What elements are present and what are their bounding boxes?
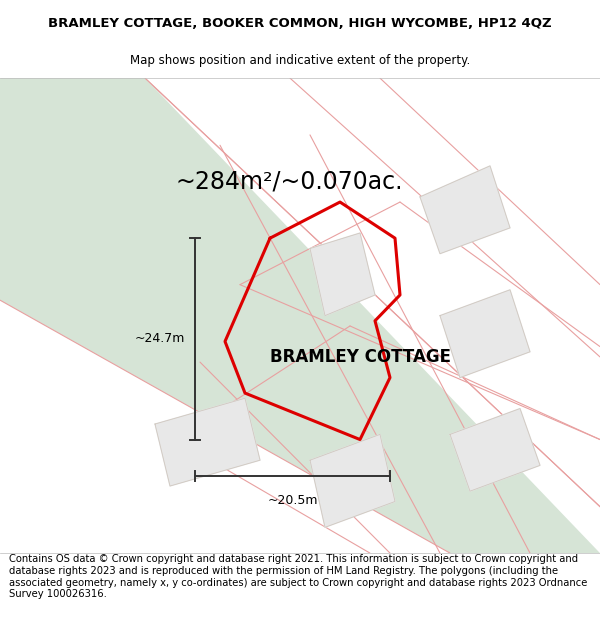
- Text: ~20.5m: ~20.5m: [267, 494, 318, 508]
- Text: Contains OS data © Crown copyright and database right 2021. This information is : Contains OS data © Crown copyright and d…: [9, 554, 587, 599]
- Polygon shape: [0, 78, 600, 553]
- Polygon shape: [0, 78, 600, 553]
- Polygon shape: [310, 434, 395, 528]
- Polygon shape: [0, 78, 600, 553]
- Text: BRAMLEY COTTAGE: BRAMLEY COTTAGE: [269, 348, 451, 366]
- Text: BRAMLEY COTTAGE, BOOKER COMMON, HIGH WYCOMBE, HP12 4QZ: BRAMLEY COTTAGE, BOOKER COMMON, HIGH WYC…: [48, 17, 552, 30]
- Polygon shape: [450, 409, 540, 491]
- Text: ~24.7m: ~24.7m: [134, 332, 185, 346]
- Polygon shape: [420, 166, 510, 254]
- Polygon shape: [440, 290, 530, 378]
- Polygon shape: [310, 233, 375, 316]
- Text: ~284m²/~0.070ac.: ~284m²/~0.070ac.: [175, 169, 403, 193]
- Polygon shape: [155, 398, 260, 486]
- Text: Map shows position and indicative extent of the property.: Map shows position and indicative extent…: [130, 54, 470, 68]
